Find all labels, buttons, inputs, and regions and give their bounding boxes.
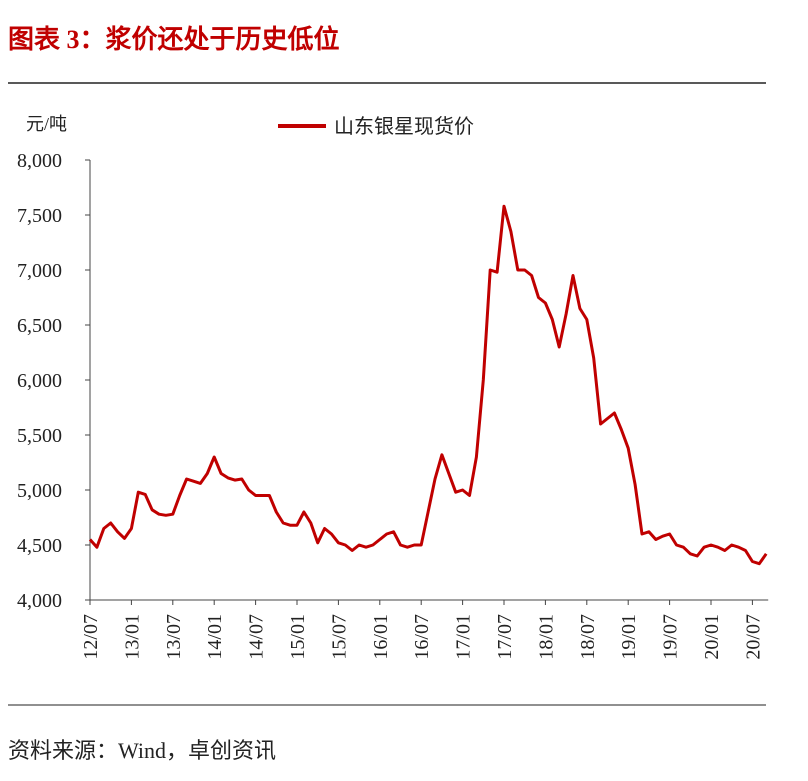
- legend-label: 山东银星现货价: [334, 115, 474, 138]
- y-tick-label: 8,000: [17, 150, 62, 172]
- x-tick-label: 17/01: [453, 614, 475, 660]
- x-tick-label: 15/07: [328, 614, 350, 660]
- x-tick-label: 18/07: [577, 614, 599, 660]
- x-tick-label: 15/01: [287, 614, 309, 660]
- y-tick-label: 6,000: [17, 370, 62, 392]
- x-tick-label: 14/07: [246, 614, 268, 660]
- x-tick-label: 13/07: [163, 614, 185, 660]
- x-tick-label: 20/07: [742, 614, 764, 660]
- x-tick-label: 18/01: [535, 614, 557, 660]
- y-unit: 元/吨: [26, 114, 67, 134]
- y-tick-label: 4,000: [17, 590, 62, 612]
- x-tick-label: 19/07: [660, 614, 682, 660]
- x-tick-label: 19/01: [618, 614, 640, 660]
- y-tick-label: 5,500: [17, 425, 62, 447]
- price-line: [88, 204, 768, 566]
- x-tick-label: 16/07: [411, 614, 433, 660]
- y-tick-label: 7,500: [17, 205, 62, 227]
- x-tick-label: 16/01: [370, 614, 392, 660]
- y-tick-label: 4,500: [17, 535, 62, 557]
- x-tick-label: 13/01: [121, 614, 143, 660]
- y-tick-label: 6,500: [17, 315, 62, 337]
- x-tick-label: 20/01: [701, 614, 723, 660]
- x-tick-label: 12/07: [80, 614, 102, 660]
- x-tick-label: 17/07: [494, 614, 516, 660]
- y-tick-label: 5,000: [17, 480, 62, 502]
- figure-title: 图表 3：浆价还处于历史低位: [8, 24, 340, 54]
- x-tick-label: 14/01: [204, 614, 226, 660]
- source: 资料来源：Wind，卓创资讯: [8, 738, 276, 763]
- y-tick-label: 7,000: [17, 260, 62, 282]
